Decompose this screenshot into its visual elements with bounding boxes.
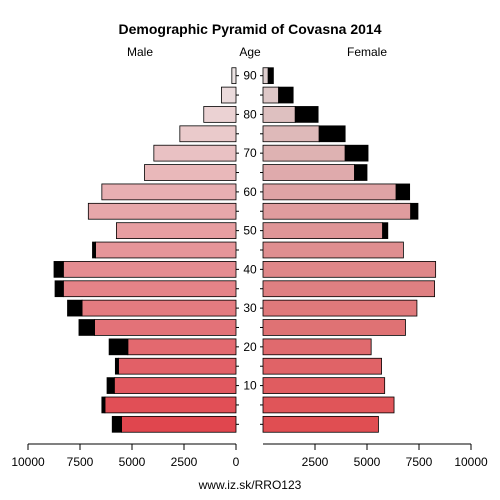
male-bar-70-74 xyxy=(153,144,237,162)
female-bar-50-54 xyxy=(262,222,383,239)
x-tick-label: 2500 xyxy=(171,455,198,469)
male-bar-65-69 xyxy=(144,164,237,181)
female-excess-70-74 xyxy=(344,144,369,162)
female-excess-50-54 xyxy=(382,222,389,239)
age-tick-label: 80 xyxy=(243,107,257,121)
female-excess-55-59 xyxy=(410,202,419,220)
x-tick-label: 7500 xyxy=(406,455,433,469)
age-tick-label: 50 xyxy=(243,224,257,238)
male-excess-0-4 xyxy=(111,415,122,433)
female-excess-90+ xyxy=(267,67,274,85)
x-tick-label: 7500 xyxy=(67,455,94,469)
male-excess-25-29 xyxy=(78,319,95,336)
age-tick-label: 20 xyxy=(243,340,257,354)
age-tick-label: 40 xyxy=(243,262,257,276)
male-bar-90+ xyxy=(231,67,237,85)
male-excess-15-19 xyxy=(114,357,119,375)
female-excess-80-84 xyxy=(294,106,319,123)
female-bar-30-34 xyxy=(262,299,418,317)
female-bar-90+ xyxy=(262,67,269,85)
male-bar-0-4 xyxy=(121,415,237,433)
age-tick-label: 30 xyxy=(243,301,257,315)
x-tick-label: 10000 xyxy=(454,455,488,469)
female-bar-60-64 xyxy=(262,183,397,201)
age-tick-label: 10 xyxy=(243,379,257,393)
female-bars xyxy=(262,67,437,433)
x-tick-label: 5000 xyxy=(354,455,381,469)
male-bar-80-84 xyxy=(203,106,237,123)
male-bar-35-39 xyxy=(62,280,237,298)
female-excess-65-69 xyxy=(354,164,368,181)
male-excess-10-14 xyxy=(106,377,115,394)
male-excess-40-44 xyxy=(53,261,64,278)
male-bar-75-79 xyxy=(179,125,237,143)
female-bar-65-69 xyxy=(262,164,355,181)
female-excess-75-79 xyxy=(318,125,346,143)
female-bar-45-49 xyxy=(262,241,404,259)
male-bar-85-89 xyxy=(221,86,237,104)
male-bar-20-24 xyxy=(127,338,237,356)
footer-text: www.iz.sk/RRO123 xyxy=(198,478,302,492)
female-bar-10-14 xyxy=(262,377,386,394)
female-bar-0-4 xyxy=(262,415,379,433)
male-bar-60-64 xyxy=(101,183,237,201)
age-tick-label: 90 xyxy=(243,69,257,83)
male-excess-5-9 xyxy=(101,396,106,414)
axes: 10000 7500 5000 2500 0 2500 5000 7500 10000 10 20 3… xyxy=(11,69,488,469)
female-bar-40-44 xyxy=(262,261,437,278)
male-bars xyxy=(53,67,237,433)
female-excess-60-64 xyxy=(395,183,411,201)
female-bar-20-24 xyxy=(262,338,372,356)
male-bar-10-14 xyxy=(113,377,237,394)
female-bar-15-19 xyxy=(262,357,382,375)
center-label: Age xyxy=(239,45,261,59)
x-tick-label: 10000 xyxy=(11,455,45,469)
female-bar-35-39 xyxy=(262,280,436,298)
age-tick-label: 70 xyxy=(243,146,257,160)
male-bar-55-59 xyxy=(87,202,237,220)
male-bar-25-29 xyxy=(94,319,237,336)
male-bar-5-9 xyxy=(104,396,237,414)
female-bar-25-29 xyxy=(262,319,406,336)
female-bar-55-59 xyxy=(262,202,412,220)
male-bar-45-49 xyxy=(95,241,237,259)
male-bar-40-44 xyxy=(62,261,237,278)
x-tick-label: 5000 xyxy=(119,455,146,469)
female-bar-5-9 xyxy=(262,396,395,414)
female-bar-75-79 xyxy=(262,125,320,143)
right-label: Female xyxy=(347,45,387,59)
male-bar-50-54 xyxy=(116,222,237,239)
male-excess-20-24 xyxy=(108,338,129,356)
male-bar-15-19 xyxy=(118,357,237,375)
x-tick-label: 0 xyxy=(233,455,240,469)
chart-title: Demographic Pyramid of Covasna 2014 xyxy=(119,21,382,37)
female-bar-70-74 xyxy=(262,144,346,162)
female-excess-85-89 xyxy=(278,86,294,104)
female-bar-80-84 xyxy=(262,106,296,123)
male-excess-35-39 xyxy=(54,280,64,298)
male-bar-30-34 xyxy=(81,299,237,317)
male-excess-30-34 xyxy=(67,299,83,317)
left-label: Male xyxy=(127,45,153,59)
female-bar-85-89 xyxy=(262,86,280,104)
age-tick-label: 60 xyxy=(243,185,257,199)
male-excess-45-49 xyxy=(92,241,97,259)
x-tick-label: 2500 xyxy=(302,455,329,469)
